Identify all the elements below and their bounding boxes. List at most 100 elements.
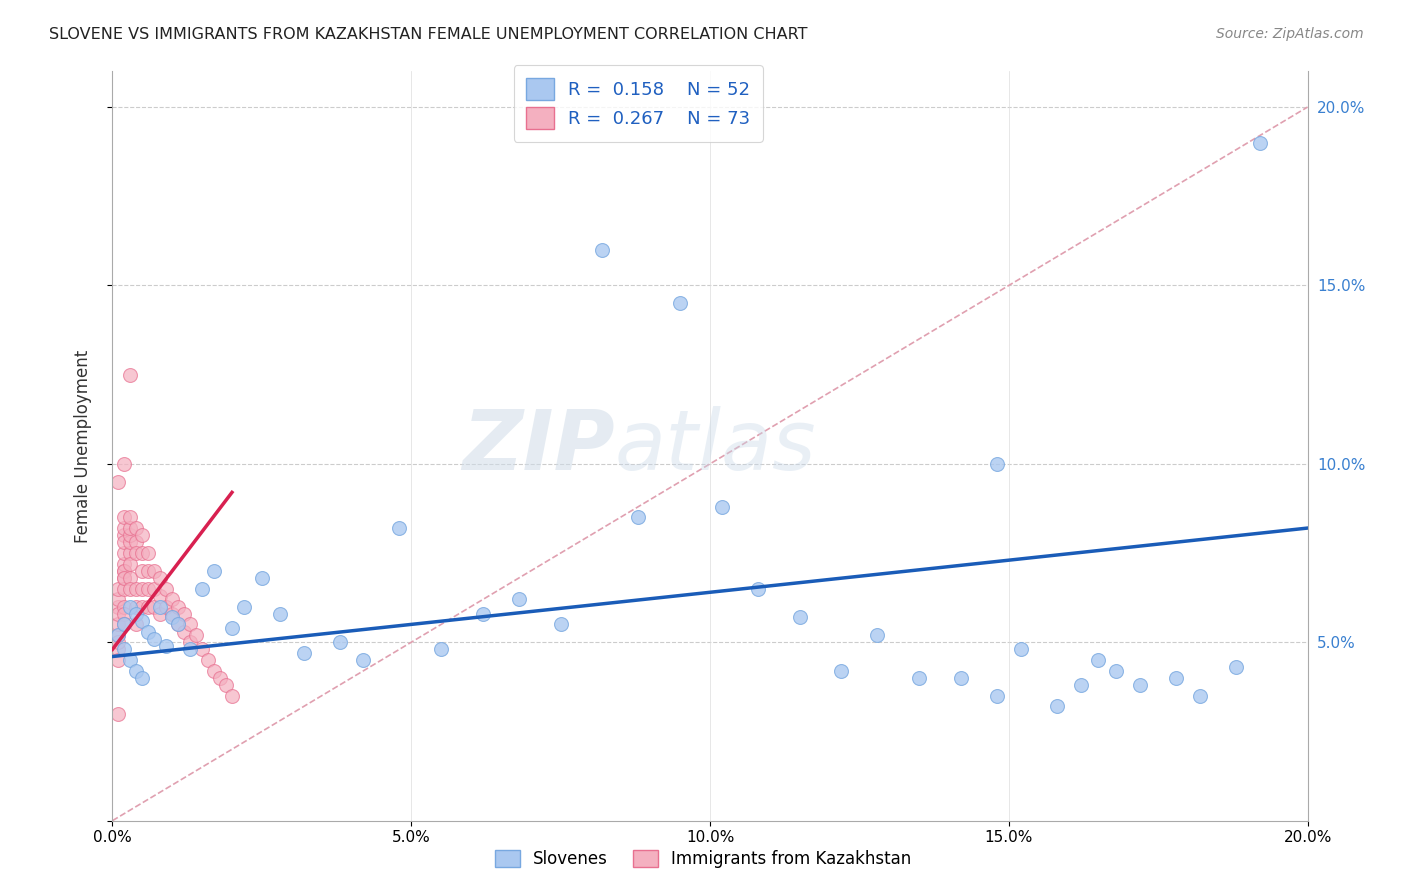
Point (107, 582, 129, 596)
Point (669, 296, 692, 310)
Point (131, 599, 153, 614)
Point (143, 564, 166, 578)
Point (202, 664, 225, 678)
Point (114, 521, 135, 535)
Point (138, 546, 160, 560)
Point (114, 571, 135, 585)
Point (120, 557, 142, 571)
Legend: R =  0.158    N = 52, R =  0.267    N = 73: R = 0.158 N = 52, R = 0.267 N = 73 (513, 65, 763, 142)
Point (143, 599, 166, 614)
Point (388, 521, 411, 535)
Point (107, 706, 129, 721)
Point (107, 599, 129, 614)
Point (233, 599, 256, 614)
Point (1105, 664, 1128, 678)
Point (120, 510, 142, 524)
Point (215, 678, 238, 692)
Point (120, 582, 142, 596)
Point (1166, 671, 1188, 685)
Point (120, 535, 142, 549)
Point (120, 571, 142, 585)
Point (143, 582, 166, 596)
Point (191, 582, 214, 596)
Point (120, 368, 142, 382)
Y-axis label: Female Unemployment: Female Unemployment (73, 350, 91, 542)
Point (107, 628, 129, 642)
Point (627, 510, 650, 524)
Point (107, 635, 129, 649)
Text: SLOVENE VS IMMIGRANTS FROM KAZAKHSTAN FEMALE UNEMPLOYMENT CORRELATION CHART: SLOVENE VS IMMIGRANTS FROM KAZAKHSTAN FE… (49, 27, 807, 42)
Point (107, 653, 129, 667)
Point (250, 571, 273, 585)
Point (138, 624, 160, 639)
Point (125, 664, 148, 678)
Point (162, 592, 183, 607)
Point (186, 628, 208, 642)
Point (125, 599, 148, 614)
Point (179, 617, 201, 632)
Point (114, 599, 135, 614)
Point (191, 642, 214, 657)
Point (114, 642, 135, 657)
Point (430, 642, 453, 657)
Point (114, 571, 135, 585)
Point (711, 500, 734, 514)
Point (292, 646, 315, 660)
Point (125, 521, 148, 535)
Point (986, 689, 1008, 703)
Point (131, 671, 153, 685)
Point (125, 546, 148, 560)
Point (592, 243, 614, 257)
Point (155, 639, 177, 653)
Point (179, 642, 201, 657)
Point (114, 557, 135, 571)
Point (114, 564, 135, 578)
Point (1010, 642, 1032, 657)
Point (162, 607, 183, 621)
Point (1225, 660, 1247, 674)
Point (986, 457, 1008, 471)
Point (831, 664, 853, 678)
Point (120, 546, 142, 560)
Point (125, 582, 148, 596)
Point (125, 535, 148, 549)
Point (221, 689, 243, 703)
Point (138, 564, 160, 578)
Point (149, 571, 172, 585)
Point (114, 607, 135, 621)
Point (114, 457, 135, 471)
Point (1129, 678, 1152, 692)
Point (155, 582, 177, 596)
Point (149, 607, 172, 621)
Point (131, 614, 153, 628)
Point (149, 589, 172, 603)
Point (269, 607, 291, 621)
Point (114, 546, 135, 560)
Point (120, 653, 142, 667)
Point (107, 475, 129, 489)
Point (329, 635, 352, 649)
Point (131, 528, 153, 542)
Point (107, 642, 129, 657)
Point (131, 582, 153, 596)
Point (167, 617, 190, 632)
Point (173, 624, 195, 639)
Point (167, 599, 190, 614)
Point (143, 632, 166, 646)
Point (173, 607, 195, 621)
Point (1249, 136, 1271, 150)
Legend: Slovenes, Immigrants from Kazakhstan: Slovenes, Immigrants from Kazakhstan (488, 843, 918, 875)
Point (120, 528, 142, 542)
Point (866, 628, 889, 642)
Point (908, 671, 931, 685)
Point (120, 599, 142, 614)
Point (107, 628, 129, 642)
Point (353, 653, 375, 667)
Point (138, 599, 160, 614)
Point (114, 535, 135, 549)
Point (162, 610, 183, 624)
Point (114, 564, 135, 578)
Point (221, 621, 243, 635)
Point (131, 564, 153, 578)
Point (1046, 699, 1069, 714)
